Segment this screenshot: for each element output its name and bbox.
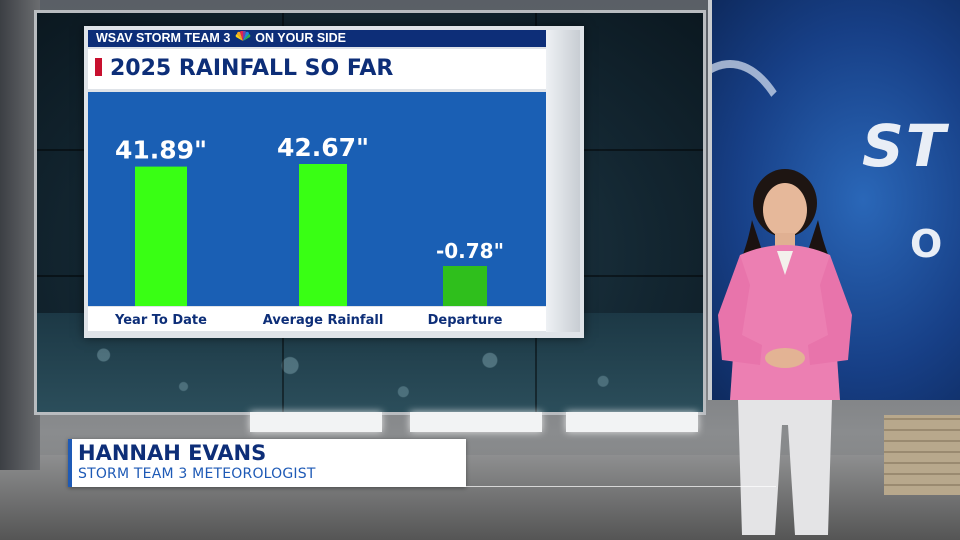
category-label-bar <box>88 307 546 331</box>
chart-title: 2025 RAINFALL SO FAR <box>110 56 394 81</box>
desk-light <box>566 412 698 432</box>
nbc-peacock-icon <box>234 30 252 48</box>
desk-light <box>250 412 382 432</box>
brand-text-large: ST <box>862 112 948 180</box>
data-label: -0.78" <box>436 239 504 263</box>
graphic-header: WSAV STORM TEAM 3 ON YOUR SIDE <box>88 30 546 47</box>
graphic-side-strip <box>546 30 580 332</box>
presenter-name: HANNAH EVANS <box>78 441 267 465</box>
category-label: Year To Date <box>114 313 207 328</box>
brick-wall <box>884 415 960 495</box>
meteorologist-presenter <box>718 169 852 535</box>
presenter-title: STORM TEAM 3 METEOROLOGIST <box>78 466 316 482</box>
bar-departure <box>443 266 487 306</box>
desk-light <box>410 412 542 432</box>
graphic-title-bar: 2025 RAINFALL SO FAR <box>88 49 546 89</box>
rainfall-graphic: WSAV STORM TEAM 3 ON YOUR SIDE 2025 RAIN… <box>84 26 584 338</box>
bar-average-rainfall <box>299 164 347 306</box>
data-label: 41.89" <box>115 136 207 165</box>
bar-year-to-date <box>135 166 187 306</box>
left-wall <box>0 0 40 470</box>
lower-third: HANNAH EVANS STORM TEAM 3 METEOROLOGIST <box>68 439 466 487</box>
rainfall-bar-chart: 41.89" Year To Date 42.67" Average Rainfall… <box>114 133 504 328</box>
title-accent-mark <box>95 58 102 76</box>
data-label: 42.67" <box>277 133 369 162</box>
header-station: WSAV STORM TEAM 3 <box>96 31 231 45</box>
brand-text-small: O <box>910 222 943 266</box>
category-label: Departure <box>428 313 503 328</box>
lower-third-rule <box>466 486 776 487</box>
category-label: Average Rainfall <box>263 313 384 328</box>
lower-third-accent <box>68 439 72 487</box>
header-slogan: ON YOUR SIDE <box>255 31 346 45</box>
